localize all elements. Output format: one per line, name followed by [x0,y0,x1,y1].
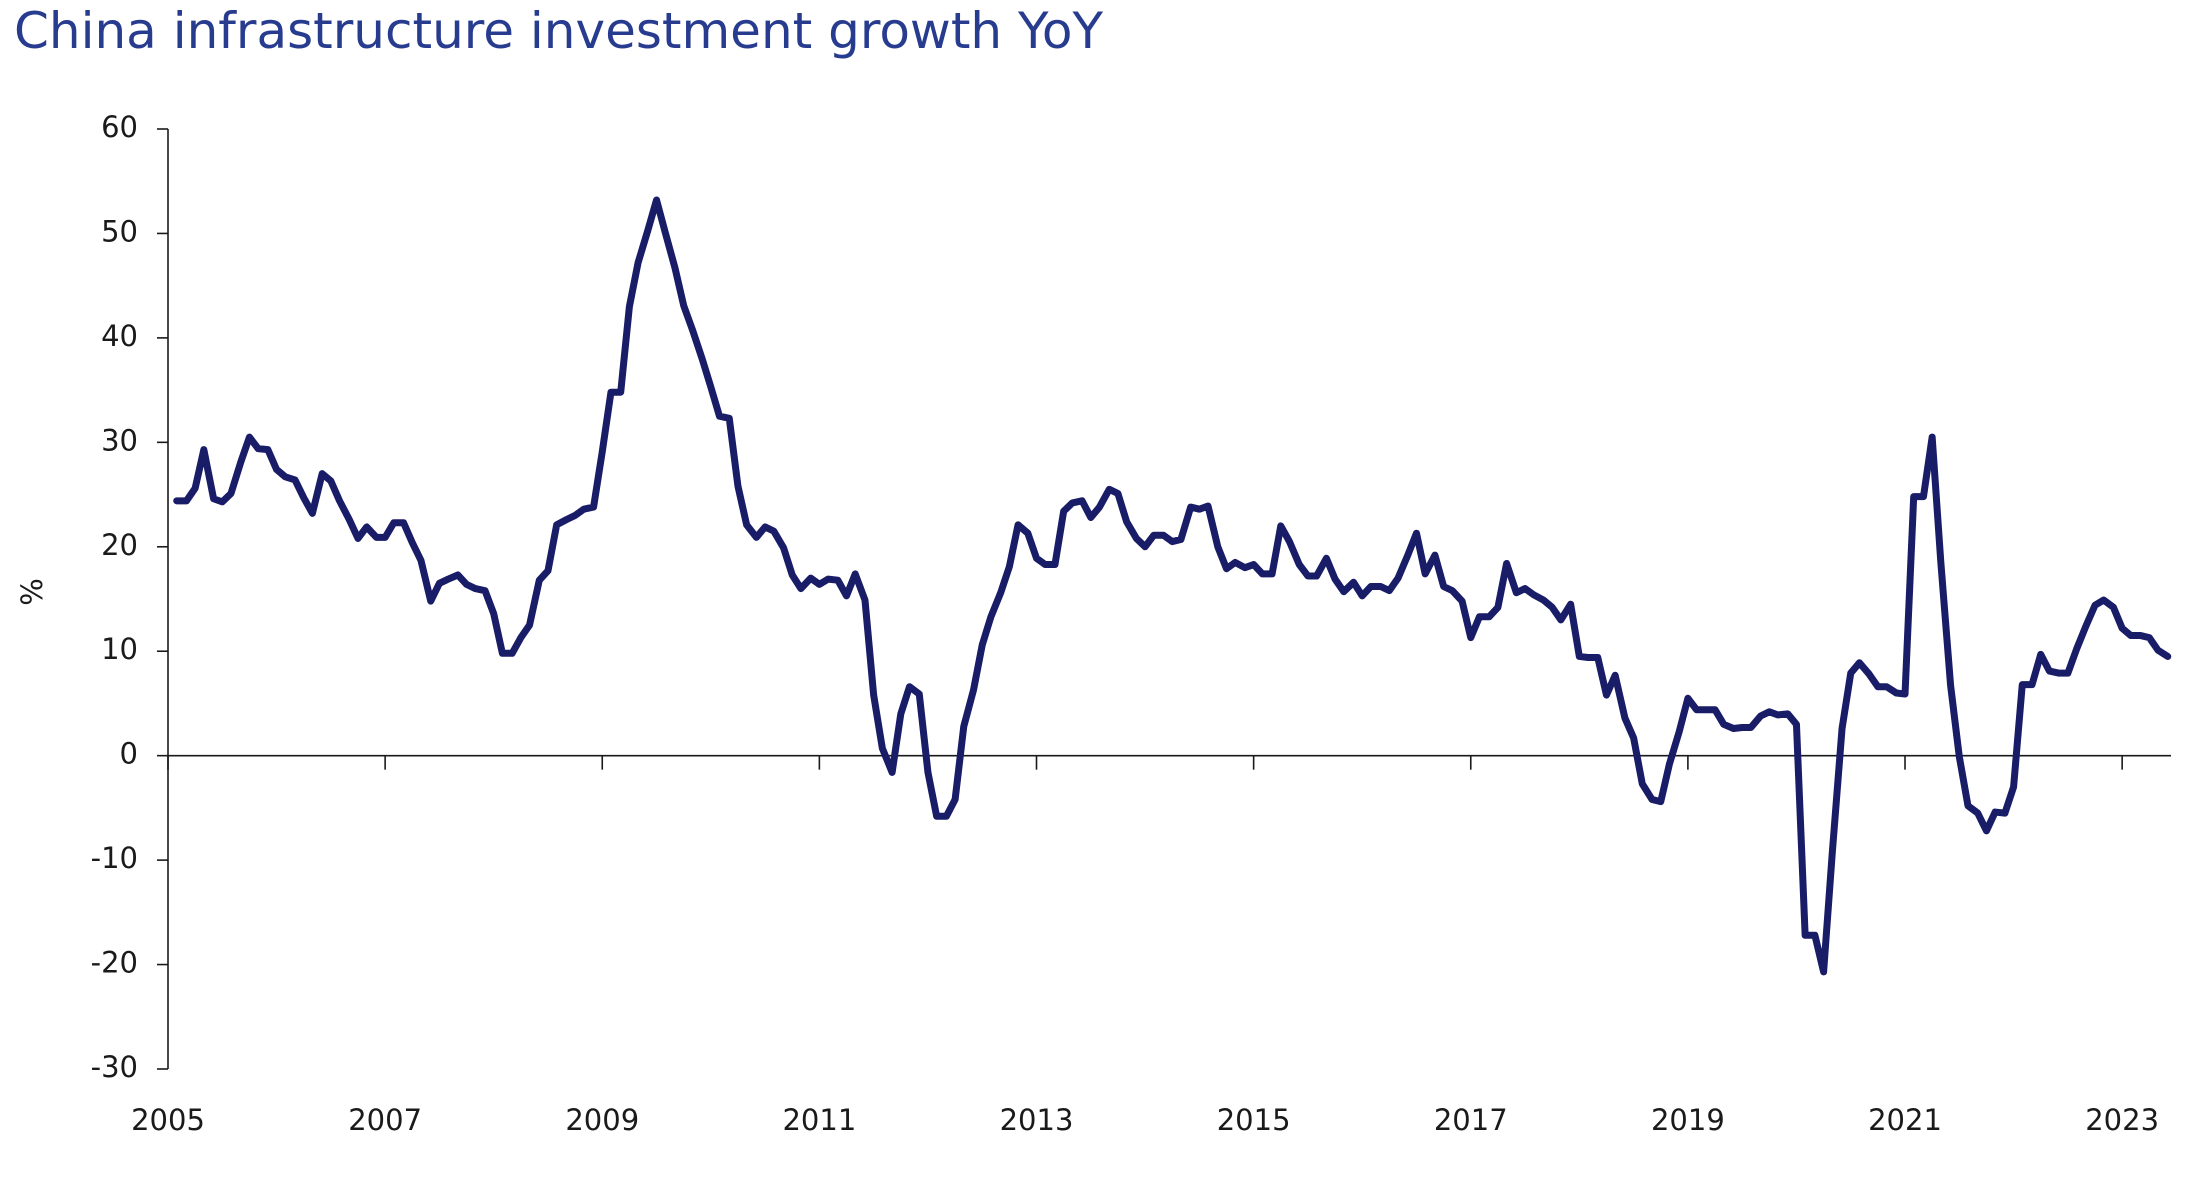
y-tick-label: 0 [120,737,138,771]
y-tick-label: -30 [91,1050,138,1084]
y-tick-label: 10 [101,632,138,666]
y-tick-label: -10 [91,841,138,875]
x-tick-label: 2013 [1000,1103,1074,1137]
x-tick-label: 2021 [1868,1103,1942,1137]
x-tick-label: 2015 [1217,1103,1291,1137]
x-tick-label: 2011 [782,1103,856,1137]
y-tick-label: 30 [101,423,138,457]
y-tick-label: 60 [101,110,138,144]
data-line [173,196,2172,976]
y-axis-label: % [15,578,49,606]
y-tick-label: 40 [101,319,138,353]
x-tick-label: 2009 [565,1103,639,1137]
y-tick-label: 20 [101,528,138,562]
x-tick-label: 2017 [1434,1103,1508,1137]
chart-title: China infrastructure investment growth Y… [14,2,1103,60]
y-tick-label: -20 [91,946,138,980]
x-tick-label: 2019 [1651,1103,1725,1137]
x-tick-label: 2005 [131,1103,205,1137]
x-tick-label: 2023 [2085,1103,2159,1137]
x-tick-label: 2007 [348,1103,422,1137]
y-tick-label: 50 [101,214,138,248]
